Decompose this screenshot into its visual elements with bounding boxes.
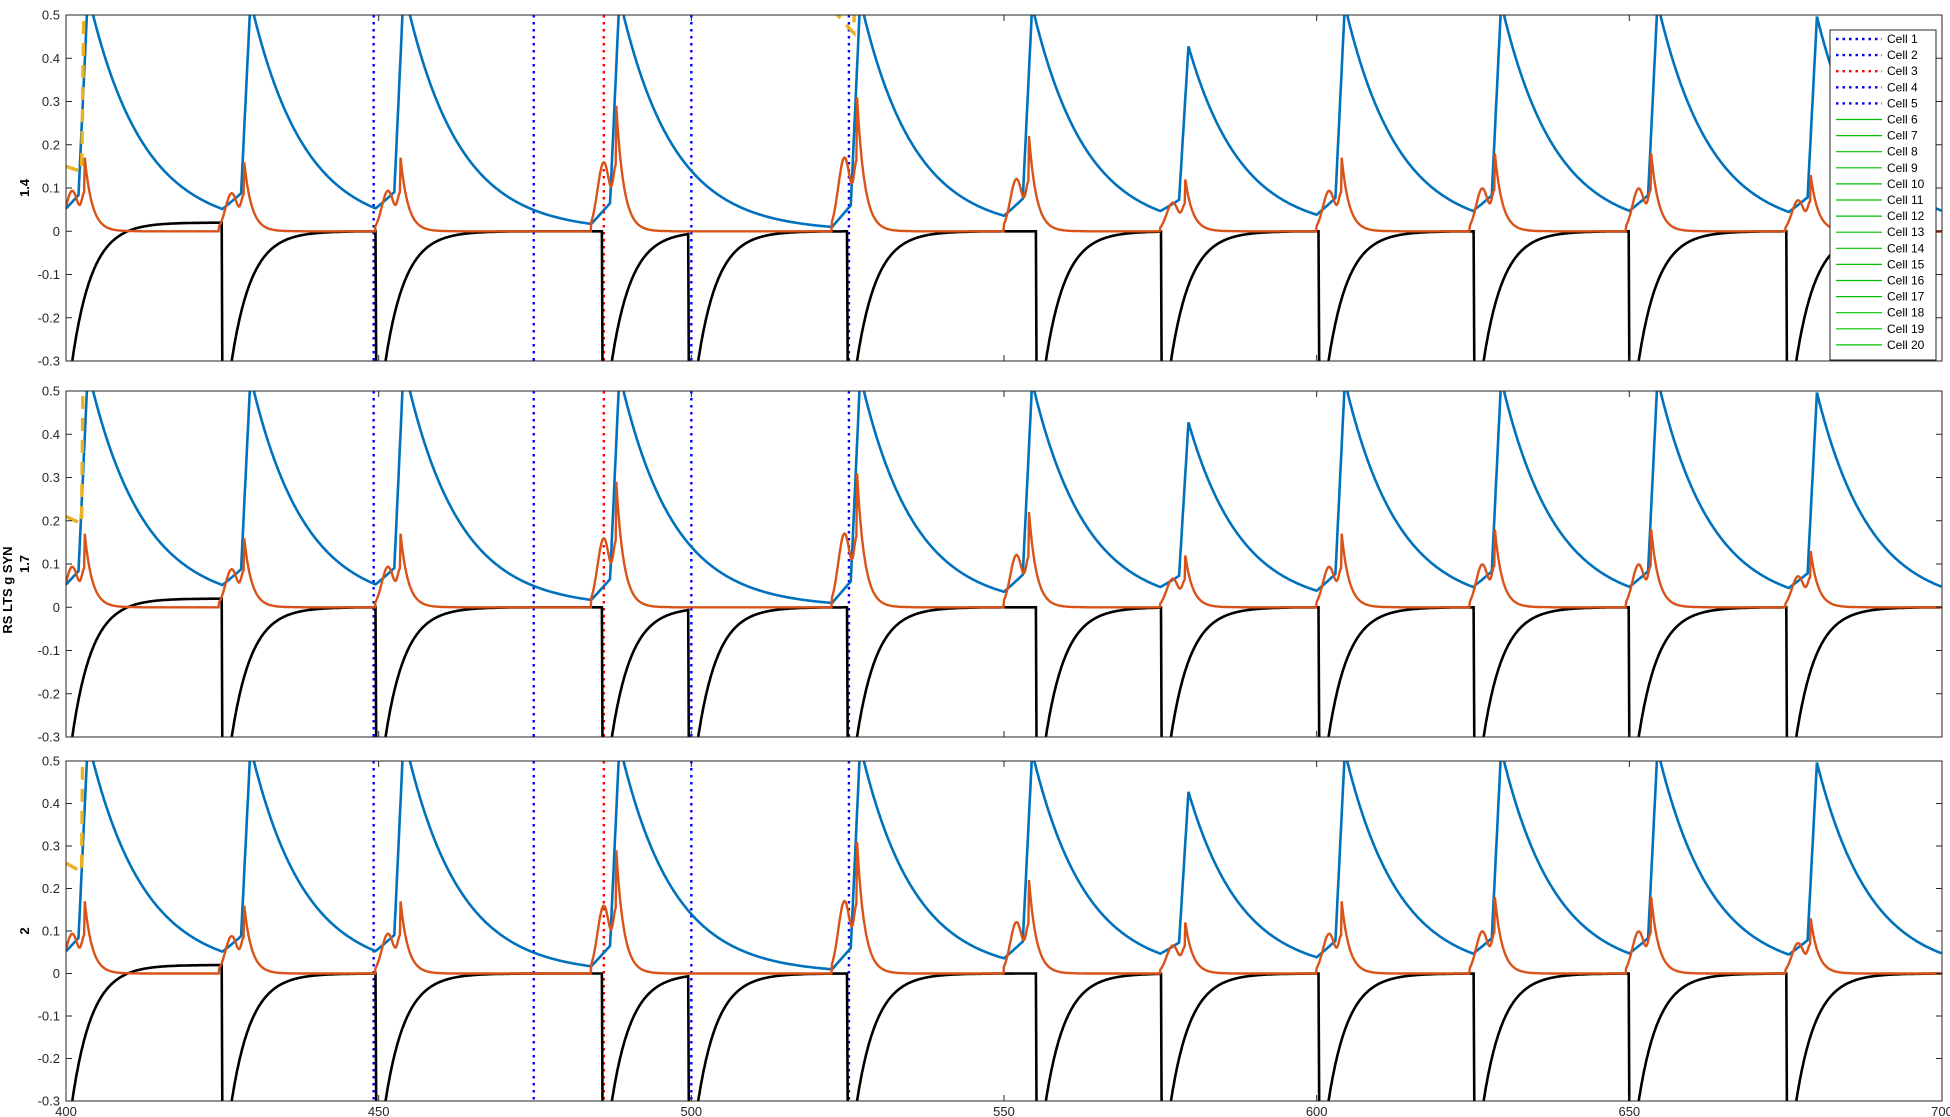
legend-entry: Cell 11: [1887, 193, 1924, 207]
y-tick-label: -0.2: [38, 1051, 60, 1066]
blue-trace: [66, 15, 1942, 229]
legend-entry: Cell 18: [1887, 306, 1925, 320]
black-trace: [70, 963, 1942, 1101]
blue-trace: [66, 391, 1942, 605]
legend-entry: Cell 12: [1887, 209, 1925, 223]
x-tick-label: 650: [1618, 1104, 1640, 1117]
legend-entry: Cell 3: [1887, 64, 1918, 78]
x-tick-label: 600: [1306, 1104, 1328, 1117]
y-tick-label: 0.2: [42, 513, 60, 528]
orange-trace: [66, 97, 1942, 233]
y-tick-label: -0.1: [38, 267, 60, 282]
y-tick-label: 0.1: [42, 924, 60, 939]
y-tick-label: 0.1: [42, 181, 60, 196]
blue-trace: [66, 761, 1942, 971]
legend-entry: Cell 19: [1887, 322, 1925, 336]
subplot-2: -0.3 -0.2 -0.1 0 0.1 0.2 0.3 0.4 0.5 1.7: [17, 384, 1943, 745]
y-tick-label: -0.3: [38, 730, 60, 745]
panel-label: 1.7: [17, 555, 32, 573]
axes-box: [65, 14, 1943, 362]
plot-area: [66, 391, 1942, 737]
y-tick-label: 0.5: [42, 754, 60, 769]
panel-label: 2: [17, 927, 32, 934]
y-tick-label: 0.2: [42, 881, 60, 896]
legend: Cell 1 Cell 2 Cell 3 Cell 4 Cell 5 Cell 6 Cell…: [1829, 29, 1937, 361]
legend-entry: Cell 8: [1887, 145, 1918, 159]
x-tick-label: 700: [1931, 1104, 1950, 1117]
legend-entry: Cell 14: [1887, 241, 1925, 255]
y-tick-label: 0.4: [42, 427, 60, 442]
legend-entry: Cell 13: [1887, 225, 1925, 239]
orange-trace: [66, 841, 1942, 975]
subplot-3: -0.3 -0.2 -0.1 0 0.1 0.2 0.3 0.4 0.5 400 450 500 550…: [17, 754, 1950, 1117]
legend-entry: Cell 5: [1887, 96, 1918, 110]
y-tick-label: 0.5: [42, 384, 60, 399]
yellow-dashed-trace: [66, 761, 85, 875]
y-tick-label: 0.5: [42, 8, 60, 23]
x-tick-label: 550: [993, 1104, 1015, 1117]
black-trace: [70, 221, 1942, 361]
y-tick-label: 0.2: [42, 137, 60, 152]
legend-entry: Cell 7: [1887, 129, 1918, 143]
y-tick-label: -0.3: [38, 354, 60, 369]
yellow-dashed-trace: [66, 391, 85, 527]
y-tick-label: -0.2: [38, 686, 60, 701]
y-tick-label: 0.4: [42, 51, 60, 66]
y-tick-label: 0.3: [42, 470, 60, 485]
legend-entry: Cell 9: [1887, 161, 1918, 175]
y-tick-label: 0: [53, 600, 60, 615]
y-tick-label: -0.1: [38, 1009, 60, 1024]
y-tick-label: -0.2: [38, 310, 60, 325]
y-tick-label: 0.3: [42, 839, 60, 854]
y-tick-label: 0.4: [42, 796, 60, 811]
legend-entry: Cell 2: [1887, 48, 1918, 62]
yellow-dashed-trace: [66, 15, 856, 174]
plot-area: [66, 15, 1942, 361]
y-tick-label: -0.1: [38, 643, 60, 658]
x-tick-label: 400: [55, 1104, 77, 1117]
y-tick-label: 0: [53, 966, 60, 981]
y-axis-main-label: RS LTS g SYN: [0, 546, 15, 633]
plot-area: [66, 761, 1942, 1101]
legend-entry: Cell 10: [1887, 177, 1925, 191]
legend-entry: Cell 6: [1887, 113, 1918, 127]
axes-box: [65, 390, 1943, 738]
orange-trace: [66, 473, 1942, 609]
y-tick-label: 0.1: [42, 557, 60, 572]
y-tick-label: 0.3: [42, 94, 60, 109]
x-tick-label: 500: [680, 1104, 702, 1117]
legend-entry: Cell 17: [1887, 290, 1925, 304]
legend-entry: Cell 4: [1887, 80, 1918, 94]
y-tick-label: -0.3: [38, 1094, 60, 1109]
legend-entry: Cell 15: [1887, 257, 1925, 271]
legend-entry: Cell 16: [1887, 274, 1925, 288]
black-trace: [70, 597, 1942, 737]
axes-box: [65, 760, 1943, 1102]
x-tick-label: 450: [368, 1104, 390, 1117]
legend-entry: Cell 1: [1887, 32, 1918, 46]
legend-entry: Cell 20: [1887, 338, 1925, 352]
y-tick-label: 0: [53, 224, 60, 239]
subplot-1: -0.3 -0.2 -0.1 0 0.1 0.2 0.3 0.4 0.5 1.4: [17, 8, 1943, 369]
panel-label: 1.4: [17, 178, 32, 197]
